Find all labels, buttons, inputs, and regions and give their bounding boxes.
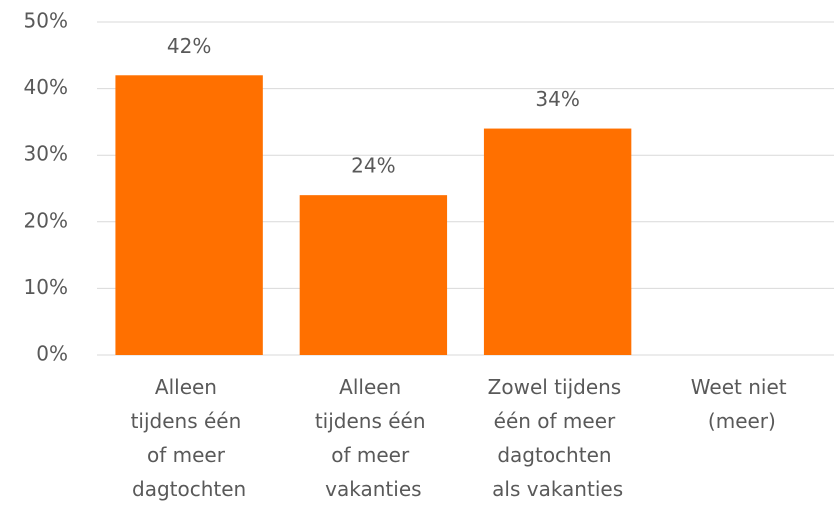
y-tick-label: 50% — [24, 9, 68, 33]
bar — [483, 128, 632, 355]
y-tick-label: 0% — [36, 342, 68, 366]
x-tick-label: Weet niet (meer) — [691, 375, 793, 433]
x-tick-label: Zowel tijdens één of meer dagtochten als… — [488, 375, 628, 501]
y-tick-label: 20% — [24, 208, 68, 232]
data-label: 34% — [535, 87, 579, 111]
bar — [299, 195, 448, 355]
y-tick-label: 30% — [24, 142, 68, 166]
data-label: 42% — [167, 34, 211, 58]
data-label: 24% — [351, 154, 395, 178]
bar — [115, 75, 263, 355]
x-tick-label: Alleen tijdens één of meer vakanties — [315, 375, 432, 501]
y-tick-label: 10% — [24, 275, 68, 299]
x-tick-label: Alleen tijdens één of meer dagtochten — [131, 375, 248, 501]
y-tick-label: 40% — [24, 75, 68, 99]
